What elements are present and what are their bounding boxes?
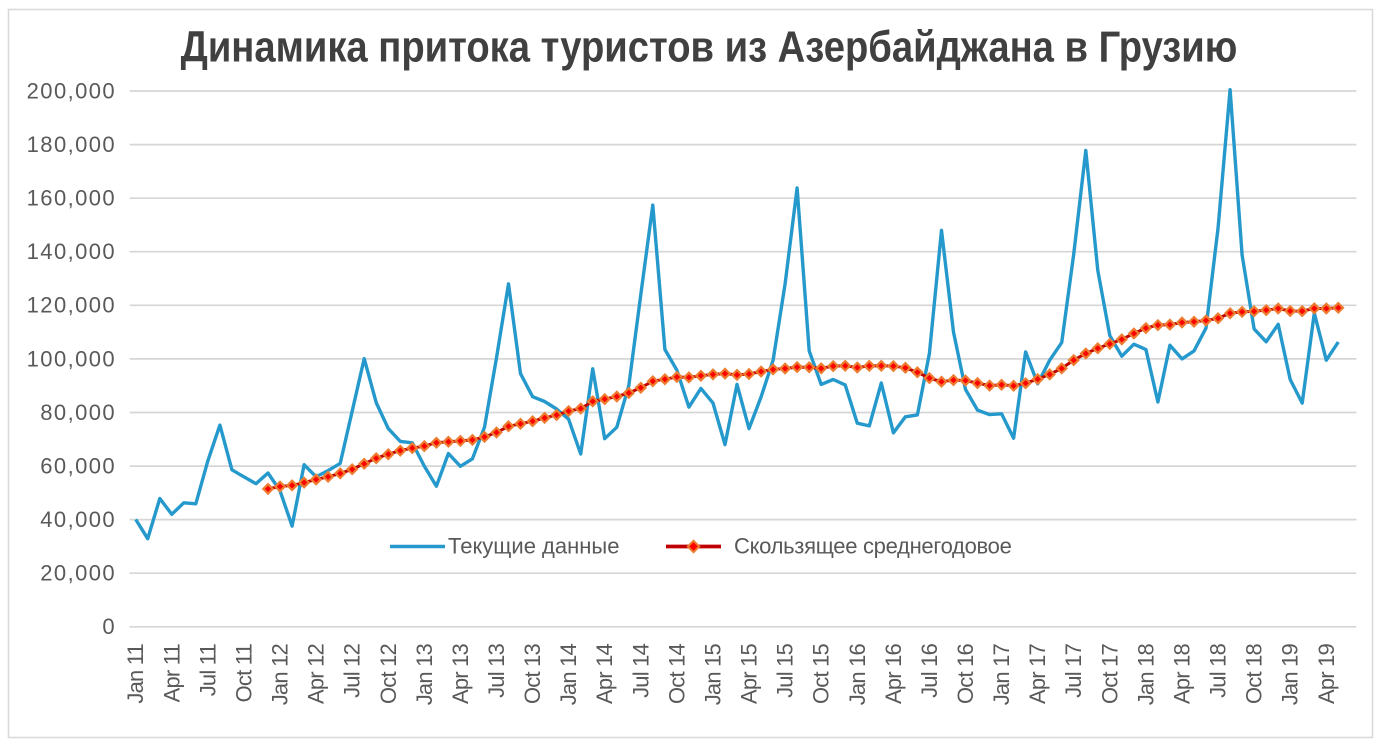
svg-text:80,000: 80,000 (40, 400, 116, 425)
svg-text:Oct 17: Oct 17 (1097, 643, 1122, 704)
svg-text:160,000: 160,000 (27, 186, 116, 211)
svg-text:Apr 15: Apr 15 (737, 643, 762, 704)
svg-text:100,000: 100,000 (27, 346, 116, 371)
svg-text:Jan 11: Jan 11 (123, 643, 148, 703)
svg-text:Apr 11: Apr 11 (159, 643, 184, 702)
svg-text:120,000: 120,000 (27, 293, 116, 318)
svg-text:20,000: 20,000 (40, 561, 116, 586)
svg-text:Oct 11: Oct 11 (231, 643, 256, 702)
svg-text:Apr 12: Apr 12 (304, 643, 329, 704)
svg-text:Oct 12: Oct 12 (376, 643, 401, 704)
svg-text:Oct 14: Oct 14 (664, 643, 689, 704)
svg-text:Jul 16: Jul 16 (917, 643, 942, 697)
svg-text:200,000: 200,000 (27, 78, 116, 103)
svg-text:Jul 15: Jul 15 (773, 643, 798, 697)
svg-text:Oct 13: Oct 13 (520, 643, 545, 704)
svg-text:Jul 11: Jul 11 (195, 643, 220, 696)
svg-text:Jul 17: Jul 17 (1061, 643, 1086, 697)
svg-text:Jul 12: Jul 12 (340, 643, 365, 697)
svg-text:Jan 19: Jan 19 (1278, 643, 1303, 705)
svg-text:40,000: 40,000 (40, 507, 116, 532)
svg-text:Apr 14: Apr 14 (592, 643, 617, 704)
svg-text:Jul 14: Jul 14 (628, 643, 653, 697)
svg-text:60,000: 60,000 (40, 454, 116, 479)
svg-text:Jan 13: Jan 13 (412, 643, 437, 705)
svg-text:Oct 15: Oct 15 (809, 643, 834, 704)
svg-text:Jan 16: Jan 16 (845, 643, 870, 705)
svg-text:Jul 13: Jul 13 (484, 643, 509, 697)
svg-text:0: 0 (102, 614, 116, 639)
svg-text:140,000: 140,000 (27, 239, 116, 264)
svg-text:Oct 18: Oct 18 (1242, 643, 1267, 704)
svg-text:Jul 18: Jul 18 (1206, 643, 1231, 697)
svg-text:Apr 13: Apr 13 (448, 643, 473, 704)
svg-text:Apr 19: Apr 19 (1314, 643, 1339, 704)
svg-text:Apr 16: Apr 16 (881, 643, 906, 704)
svg-text:Apr 17: Apr 17 (1025, 643, 1050, 704)
svg-text:Apr 18: Apr 18 (1170, 643, 1195, 704)
svg-text:Oct 16: Oct 16 (953, 643, 978, 704)
svg-text:Текущие данные: Текущие данные (448, 534, 619, 559)
svg-text:Скользящее среднегодовое: Скользящее среднегодовое (734, 534, 1012, 559)
svg-text:Jan 17: Jan 17 (989, 643, 1014, 705)
svg-text:180,000: 180,000 (27, 132, 116, 157)
svg-text:Jan 12: Jan 12 (268, 643, 293, 705)
svg-text:Динамика притока туристов из А: Динамика притока туристов из Азербайджан… (181, 22, 1238, 71)
svg-text:Jan 18: Jan 18 (1133, 643, 1158, 705)
svg-text:Jan 15: Jan 15 (701, 643, 726, 705)
svg-text:Jan 14: Jan 14 (556, 643, 581, 705)
